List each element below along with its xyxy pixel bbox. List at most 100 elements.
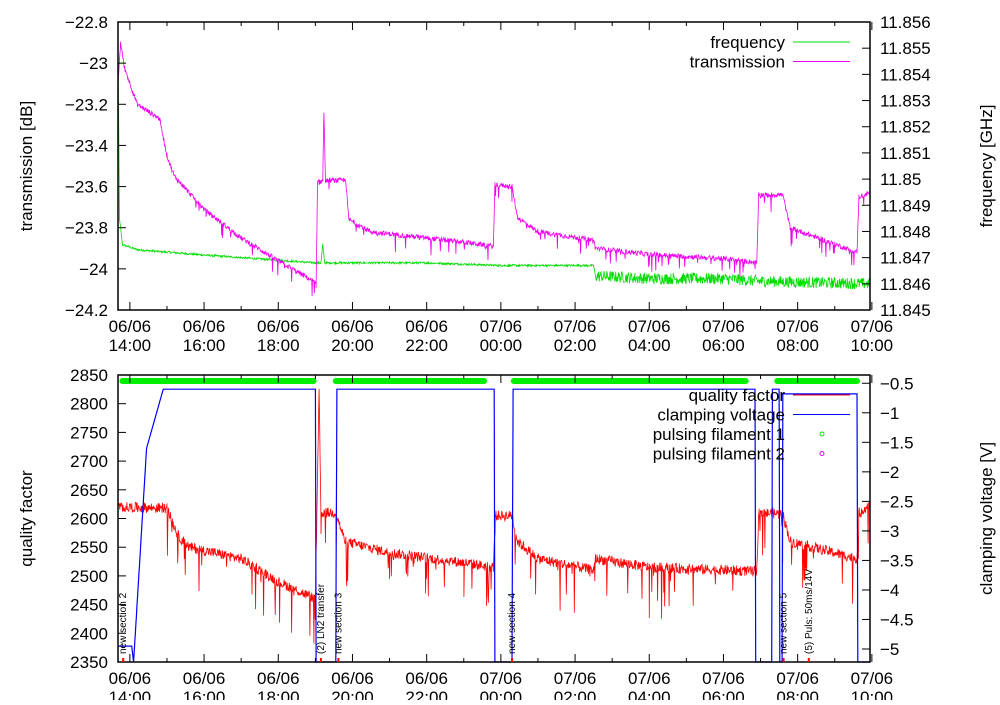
x-tick-date: 06/06: [257, 317, 300, 336]
x-tick-time: 14:00: [109, 688, 152, 700]
x-tick-date: 06/06: [109, 669, 152, 688]
x-tick-date: 06/06: [331, 669, 374, 688]
legend-label: pulsing filament 2: [653, 445, 785, 464]
top-plot: −24.2 −24 −23.8 −23.6 −23.4 −23.2 −23 −22.8 11.8…: [17, 13, 996, 355]
y2-tick-label: −4: [880, 581, 899, 600]
annotation-label: new section 5: [779, 592, 790, 654]
x-tick-time: 10:00: [851, 336, 894, 355]
x-tick-date: 06/06: [405, 669, 448, 688]
y2-tick-label: −2.5: [880, 492, 914, 511]
y2-tick-label: −2: [880, 463, 899, 482]
y2-tick-label: 11.848: [880, 222, 931, 241]
legend-marker: [819, 451, 825, 456]
y-tick-label: 2850: [70, 366, 108, 385]
x-tick-time: 00:00: [480, 688, 523, 700]
x-tick-time: 08:00: [776, 336, 819, 355]
y-axis-label: transmission [dB]: [17, 101, 36, 231]
y2-tick-label: −1.5: [880, 433, 914, 452]
x-tick-time: 10:00: [851, 688, 894, 700]
series-line-clamping-voltage: [118, 388, 870, 663]
y-tick-label: 2550: [70, 538, 108, 557]
x-tick-date: 06/06: [109, 317, 152, 336]
y2-tick-label: −0.5: [880, 374, 914, 393]
bottom-plot: 2350 2400 2450 2500 2550 2600 2650 2700 2750 2800…: [17, 366, 996, 705]
y-tick-label: −23.8: [65, 219, 108, 238]
y-tick-label: −23.4: [65, 136, 108, 155]
x-tick-time: 04:00: [628, 336, 671, 355]
x-tick-time: 20:00: [331, 336, 374, 355]
annotation-label: new section 4: [507, 592, 518, 654]
x-tick-date: 07/06: [702, 669, 745, 688]
x-tick-time: 22:00: [405, 336, 448, 355]
y-tick-label: 2350: [70, 653, 108, 672]
plot-frame: [117, 21, 871, 311]
x-tick-time: 20:00: [331, 688, 374, 700]
x-tick-date: 07/06: [554, 317, 597, 336]
x-tick-date: 07/06: [628, 317, 671, 336]
x-tick-date: 06/06: [257, 669, 300, 688]
y2-tick-label: 11.856: [880, 13, 931, 32]
x-tick-time: 18:00: [257, 336, 300, 355]
annotation-label: (2) LN2 transfer: [316, 583, 327, 654]
y-tick-label: 2700: [70, 452, 108, 471]
x-tick-time: 00:00: [480, 336, 523, 355]
y2-tick-label: 11.847: [880, 249, 931, 268]
x-tick-date: 07/06: [851, 317, 894, 336]
y-tick-label: −23: [79, 54, 108, 73]
x-tick-date: 06/06: [405, 317, 448, 336]
y2-tick-label: −1: [880, 404, 899, 423]
legend-label: pulsing filament 1: [653, 425, 785, 444]
y2-axis-label: clamping voltage [V]: [977, 442, 996, 595]
x-tick-date: 07/06: [776, 669, 819, 688]
x-tick-time: 14:00: [109, 336, 152, 355]
y-tick-label: −24: [79, 260, 108, 279]
y2-tick-label: 11.852: [880, 118, 931, 137]
y-tick-label: −24.2: [65, 301, 108, 320]
y-tick-label: 2650: [70, 481, 108, 500]
series-line-frequency: [117, 34, 871, 290]
x-tick-date: 07/06: [554, 669, 597, 688]
x-tick-time: 08:00: [776, 688, 819, 700]
y2-tick-label: 11.849: [880, 196, 931, 215]
x-tick-time: 16:00: [183, 688, 226, 700]
y2-tick-label: 11.846: [880, 275, 931, 294]
y2-tick-label: −5: [880, 640, 899, 659]
x-tick-date: 07/06: [480, 317, 523, 336]
x-tick-time: 16:00: [183, 336, 226, 355]
annotation-label: new section 2: [118, 592, 129, 654]
legend-label: transmission: [690, 53, 785, 72]
annotation-label: (5) Puls: 50ms/14V: [804, 569, 815, 654]
x-tick-time: 06:00: [702, 688, 745, 700]
y-tick-label: −23.2: [65, 95, 108, 114]
series-line-transmission: [117, 41, 871, 297]
y-tick-label: 2450: [70, 596, 108, 615]
y2-tick-label: −3.5: [880, 551, 914, 570]
x-tick-time: 18:00: [257, 688, 300, 700]
y-tick-label: 2500: [70, 567, 108, 586]
x-tick-time: 04:00: [628, 688, 671, 700]
y2-tick-label: 11.85: [880, 170, 921, 189]
y2-tick-label: 11.845: [880, 301, 931, 320]
x-tick-date: 07/06: [702, 317, 745, 336]
legend-marker: [819, 431, 825, 437]
y-tick-label: 2800: [70, 395, 108, 414]
y-tick-label: −22.8: [65, 13, 108, 32]
x-tick-time: 22:00: [405, 688, 448, 700]
y2-tick-label: −4.5: [880, 610, 914, 629]
x-tick-date: 07/06: [480, 669, 523, 688]
legend-label: clamping voltage: [657, 406, 785, 425]
y-tick-label: 2600: [70, 510, 108, 529]
annotation-label: new section 3: [333, 592, 344, 654]
y2-tick-label: 11.853: [880, 92, 931, 111]
y2-tick-label: −3: [880, 522, 899, 541]
x-tick-time: 02:00: [554, 688, 597, 700]
y-axis-label: quality factor: [17, 470, 36, 567]
y2-axis-label: frequency [GHz]: [977, 105, 996, 228]
x-tick-date: 06/06: [183, 669, 226, 688]
x-tick-date: 06/06: [331, 317, 374, 336]
y-tick-label: 2400: [70, 624, 108, 643]
legend-label: frequency: [710, 33, 785, 52]
x-tick-time: 02:00: [554, 336, 597, 355]
x-tick-date: 06/06: [183, 317, 226, 336]
